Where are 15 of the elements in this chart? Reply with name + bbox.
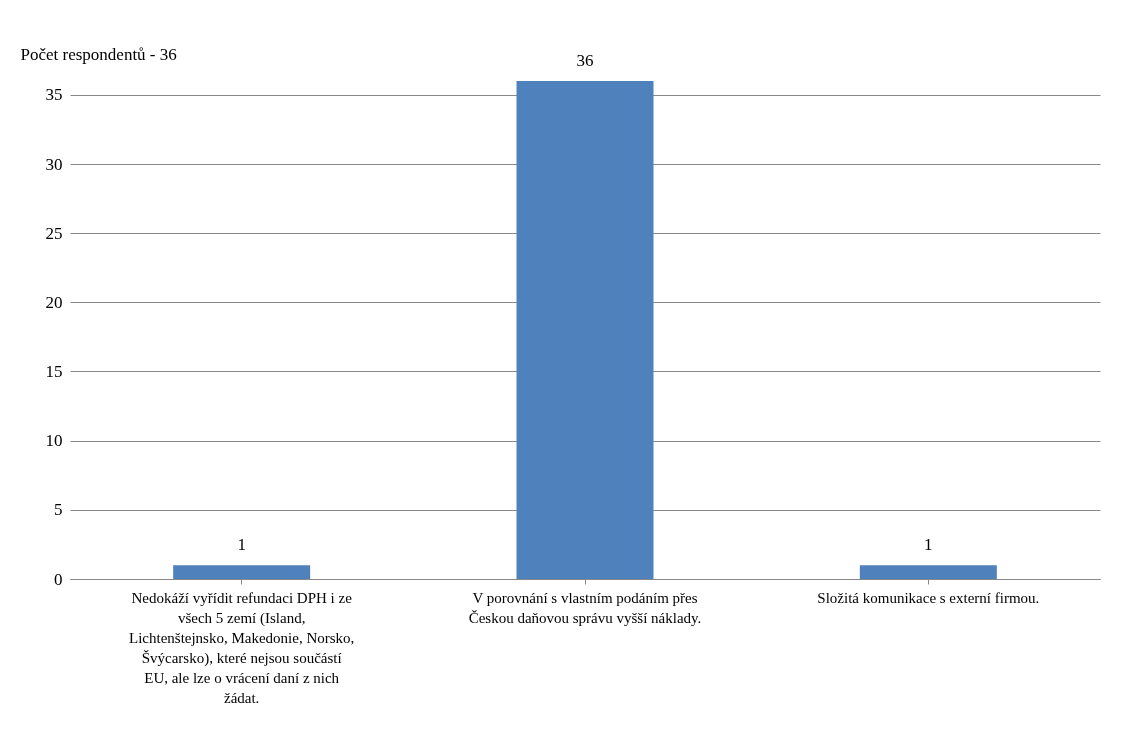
x-tick-label: V porovnání s vlastním podáním přes Českou daňovou správu vyšší náklady.	[468, 589, 702, 626]
data-label: 36	[576, 51, 594, 70]
x-tick-label: Nedokáží vyřídit refundaci DPH i ze všech 5 zemí (Island, Lichtenštejnsko, Makedonie, Norsko, Švýcarsko), které nejsou součástí EU, ale lze o vrácení daní z nich žádat.	[128, 589, 355, 706]
x-tick-label: Složitá komunikace s externí firmou.	[817, 589, 1040, 606]
y-tick-label: 0	[54, 569, 63, 589]
y-tick-label: 35	[45, 85, 63, 105]
y-tick-label: 5	[54, 500, 63, 520]
y-axis-title: Počet respondentů - 36	[20, 44, 177, 64]
y-tick-label: 30	[45, 154, 63, 174]
y-tick-label: 25	[45, 223, 63, 243]
y-tick-label: 10	[45, 431, 63, 451]
data-label: 1	[924, 535, 933, 555]
y-tick-label: 15	[45, 362, 63, 381]
y-tick-label: 20	[45, 292, 63, 312]
data-label: 1	[237, 535, 246, 555]
